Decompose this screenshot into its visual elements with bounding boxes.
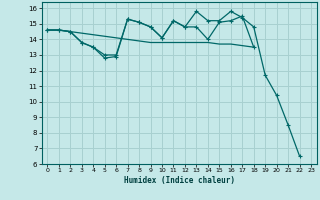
X-axis label: Humidex (Indice chaleur): Humidex (Indice chaleur): [124, 176, 235, 185]
